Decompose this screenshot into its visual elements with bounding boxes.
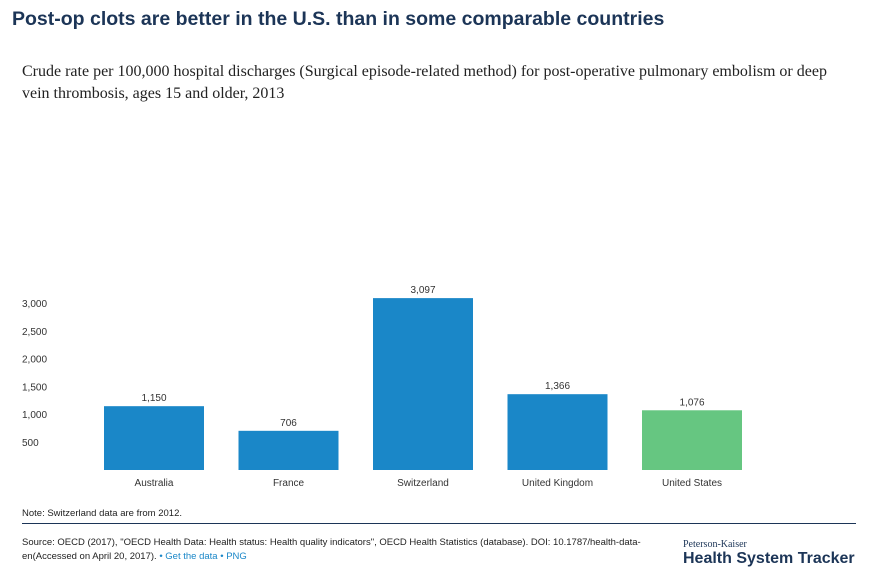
bar xyxy=(642,410,742,470)
data-label: 1,076 xyxy=(679,397,704,408)
x-tick-label: United Kingdom xyxy=(522,478,593,489)
x-tick-label: Switzerland xyxy=(397,478,449,489)
y-tick-label: 3,000 xyxy=(22,299,47,310)
y-tick-label: 1,500 xyxy=(22,382,47,393)
brand-logo-main: Health System Tracker xyxy=(683,550,855,567)
chart-subtitle: Crude rate per 100,000 hospital discharg… xyxy=(22,63,827,102)
bar xyxy=(507,394,608,470)
bar-chart: 500 1,000 1,500 2,000 2,500 3,000 1,150 Austral… xyxy=(22,285,742,489)
data-label: 3,097 xyxy=(410,285,435,296)
y-tick-label: 2,000 xyxy=(22,355,47,366)
bar xyxy=(238,430,339,470)
x-tick-label: United States xyxy=(662,478,722,489)
brand-logo-top: Peterson-Kaiser xyxy=(683,539,747,550)
y-tick-label: 500 xyxy=(22,438,39,449)
bar xyxy=(104,406,204,470)
brand-logo[interactable]: Peterson-Kaiser Health System Tracker xyxy=(683,539,868,568)
source-text: Source: OECD (2017), "OECD Health Data: … xyxy=(22,536,642,564)
get-the-data-link[interactable]: Get the data xyxy=(165,551,218,562)
x-tick-label: Australia xyxy=(135,478,174,489)
footer-divider xyxy=(22,523,856,524)
source-citation: Source: OECD (2017), "OECD Health Data: … xyxy=(22,537,641,562)
data-label: 706 xyxy=(280,418,297,429)
y-tick-label: 1,000 xyxy=(22,410,47,421)
x-tick-label: France xyxy=(273,478,305,489)
footnote: Note: Switzerland data are from 2012. xyxy=(22,508,183,519)
separator-dot: • xyxy=(220,551,224,562)
data-label: 1,150 xyxy=(141,393,166,404)
separator-dot: • xyxy=(159,551,163,562)
y-tick-label: 2,500 xyxy=(22,327,47,338)
data-label: 1,366 xyxy=(545,381,570,392)
chart-title: Post-op clots are better in the U.S. tha… xyxy=(12,8,665,30)
png-link[interactable]: PNG xyxy=(226,551,247,562)
bar xyxy=(373,298,473,470)
